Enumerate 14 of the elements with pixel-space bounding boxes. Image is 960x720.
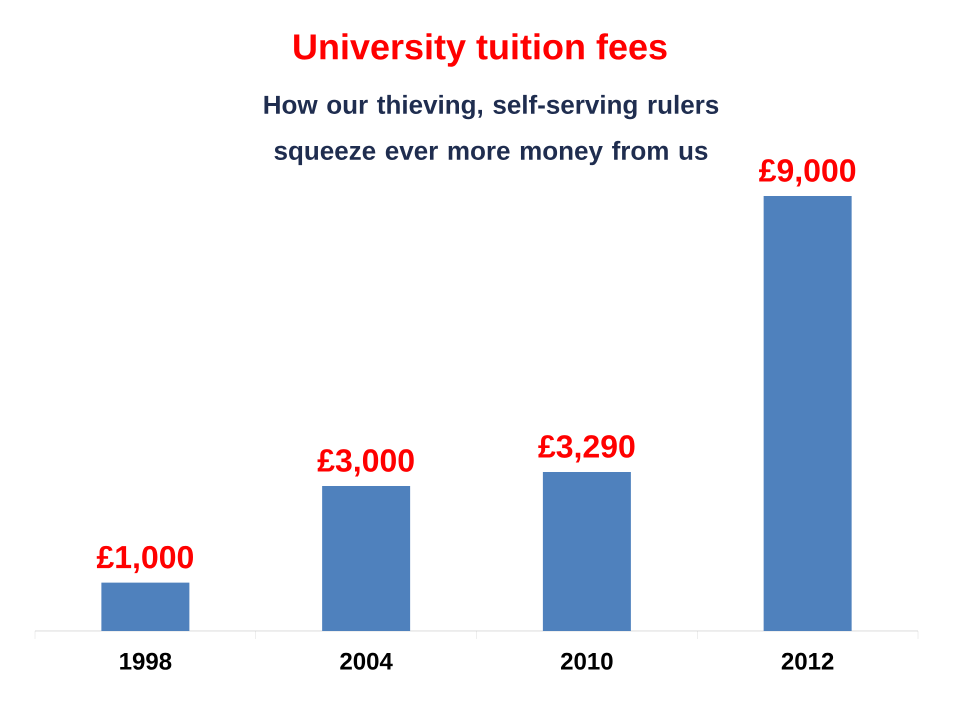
x-tick-label: 1998 (120, 652, 172, 670)
x-tick-label: 2004 (340, 652, 393, 670)
chart-title: University tuition fees (294, 33, 667, 67)
bar (322, 486, 410, 631)
data-label: £1,000 (96, 546, 193, 574)
chart-subtitle: How our thieving, self-serving rulers squeeze ever more money from us (264, 94, 718, 166)
data-label: £9,000 (759, 159, 856, 186)
data-label: £3,000 (318, 449, 414, 476)
data-label: £3,290 (538, 435, 634, 462)
x-tick-label: 2010 (561, 652, 613, 670)
x-tick-label: 2012 (782, 652, 834, 670)
bar (101, 582, 190, 631)
bar (764, 196, 852, 631)
bar (542, 472, 631, 631)
